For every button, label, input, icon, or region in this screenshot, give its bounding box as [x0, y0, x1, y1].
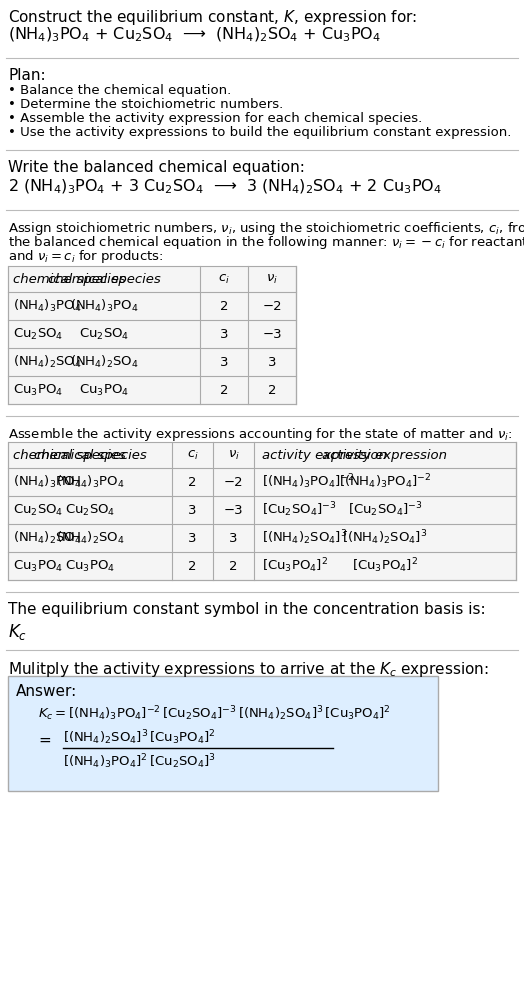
- Text: [Cu$_3$PO$_4$]$^2$: [Cu$_3$PO$_4$]$^2$: [352, 556, 418, 575]
- Text: Cu$_3$PO$_4$: Cu$_3$PO$_4$: [65, 558, 115, 574]
- FancyBboxPatch shape: [8, 442, 516, 580]
- FancyBboxPatch shape: [8, 676, 438, 791]
- Text: [Cu$_3$PO$_4$]$^2$: [Cu$_3$PO$_4$]$^2$: [262, 556, 328, 575]
- Text: 3: 3: [268, 355, 276, 369]
- Text: (NH$_4$)$_3$PO$_4$ + Cu$_2$SO$_4$  ⟶  (NH$_4$)$_2$SO$_4$ + Cu$_3$PO$_4$: (NH$_4$)$_3$PO$_4$ + Cu$_2$SO$_4$ ⟶ (NH$…: [8, 26, 381, 44]
- Text: 3: 3: [220, 355, 228, 369]
- Text: chemical species: chemical species: [34, 448, 146, 461]
- Text: Mulitply the activity expressions to arrive at the $K_c$ expression:: Mulitply the activity expressions to arr…: [8, 660, 489, 679]
- Text: −2: −2: [262, 299, 282, 313]
- Text: [Cu$_2$SO$_4$]$^{-3}$: [Cu$_2$SO$_4$]$^{-3}$: [262, 500, 336, 519]
- Text: chemical species: chemical species: [48, 273, 160, 285]
- Text: 3: 3: [188, 532, 196, 544]
- Text: $\nu_i$: $\nu_i$: [266, 273, 278, 285]
- Text: $K_c$: $K_c$: [8, 622, 27, 642]
- Text: (NH$_4$)$_3$PO$_4$: (NH$_4$)$_3$PO$_4$: [56, 474, 124, 490]
- Text: $[(\mathrm{NH}_4)_3\mathrm{PO}_4]^2\,[\mathrm{Cu}_2\mathrm{SO}_4]^3$: $[(\mathrm{NH}_4)_3\mathrm{PO}_4]^2\,[\m…: [63, 752, 216, 771]
- Text: The equilibrium constant symbol in the concentration basis is:: The equilibrium constant symbol in the c…: [8, 602, 486, 617]
- Text: Cu$_3$PO$_4$: Cu$_3$PO$_4$: [79, 383, 129, 397]
- Text: (NH$_4$)$_2$SO$_4$: (NH$_4$)$_2$SO$_4$: [13, 530, 82, 546]
- Text: −2: −2: [224, 476, 243, 489]
- Text: Assign stoichiometric numbers, $\nu_i$, using the stoichiometric coefficients, $: Assign stoichiometric numbers, $\nu_i$, …: [8, 220, 524, 237]
- Text: and $\nu_i = c_i$ for products:: and $\nu_i = c_i$ for products:: [8, 248, 163, 265]
- Text: Plan:: Plan:: [8, 68, 46, 83]
- Text: • Balance the chemical equation.: • Balance the chemical equation.: [8, 84, 231, 97]
- Text: $c_i$: $c_i$: [218, 273, 230, 285]
- Text: Cu$_2$SO$_4$: Cu$_2$SO$_4$: [13, 327, 63, 341]
- Text: $c_i$: $c_i$: [187, 448, 199, 461]
- Text: (NH$_4$)$_2$SO$_4$: (NH$_4$)$_2$SO$_4$: [70, 354, 138, 370]
- Text: (NH$_4$)$_2$SO$_4$: (NH$_4$)$_2$SO$_4$: [56, 530, 124, 546]
- Text: [(NH$_4$)$_2$SO$_4$]$^3$: [(NH$_4$)$_2$SO$_4$]$^3$: [262, 529, 347, 547]
- Text: (NH$_4$)$_3$PO$_4$: (NH$_4$)$_3$PO$_4$: [13, 298, 81, 314]
- Text: Cu$_3$PO$_4$: Cu$_3$PO$_4$: [13, 558, 63, 574]
- Text: activity expression: activity expression: [262, 448, 387, 461]
- Text: • Use the activity expressions to build the equilibrium constant expression.: • Use the activity expressions to build …: [8, 126, 511, 139]
- Text: −3: −3: [262, 328, 282, 340]
- Text: [Cu$_2$SO$_4$]$^{-3}$: [Cu$_2$SO$_4$]$^{-3}$: [348, 500, 422, 519]
- Text: 3: 3: [230, 532, 238, 544]
- Text: Cu$_2$SO$_4$: Cu$_2$SO$_4$: [65, 502, 115, 518]
- Text: Write the balanced chemical equation:: Write the balanced chemical equation:: [8, 160, 305, 175]
- Text: Construct the equilibrium constant, $K$, expression for:: Construct the equilibrium constant, $K$,…: [8, 8, 417, 27]
- Text: Cu$_2$SO$_4$: Cu$_2$SO$_4$: [79, 327, 129, 341]
- Text: 2: 2: [188, 476, 196, 489]
- Text: 2: 2: [268, 384, 276, 396]
- Text: chemical species: chemical species: [13, 273, 126, 285]
- Text: [(NH$_4$)$_3$PO$_4$]$^{-2}$: [(NH$_4$)$_3$PO$_4$]$^{-2}$: [262, 473, 354, 491]
- Text: (NH$_4$)$_2$SO$_4$: (NH$_4$)$_2$SO$_4$: [13, 354, 82, 370]
- Text: 2: 2: [230, 559, 238, 573]
- Text: $[(\mathrm{NH}_4)_2\mathrm{SO}_4]^3\,[\mathrm{Cu}_3\mathrm{PO}_4]^2$: $[(\mathrm{NH}_4)_2\mathrm{SO}_4]^3\,[\m…: [63, 728, 216, 747]
- Text: $K_c = [(\mathrm{NH}_4)_3\mathrm{PO}_4]^{-2}\,[\mathrm{Cu}_2\mathrm{SO}_4]^{-3}\: $K_c = [(\mathrm{NH}_4)_3\mathrm{PO}_4]^…: [38, 704, 391, 723]
- Text: [(NH$_4$)$_2$SO$_4$]$^3$: [(NH$_4$)$_2$SO$_4$]$^3$: [342, 529, 428, 547]
- Text: Assemble the activity expressions accounting for the state of matter and $\nu_i$: Assemble the activity expressions accoun…: [8, 426, 512, 443]
- Text: 2: 2: [188, 559, 196, 573]
- Text: $\nu_i$: $\nu_i$: [227, 448, 239, 461]
- Text: chemical species: chemical species: [13, 448, 126, 461]
- Text: • Determine the stoichiometric numbers.: • Determine the stoichiometric numbers.: [8, 98, 283, 111]
- Text: 2: 2: [220, 384, 228, 396]
- Text: (NH$_4$)$_3$PO$_4$: (NH$_4$)$_3$PO$_4$: [70, 298, 138, 314]
- Text: the balanced chemical equation in the following manner: $\nu_i = -c_i$ for react: the balanced chemical equation in the fo…: [8, 234, 524, 251]
- Text: (NH$_4$)$_3$PO$_4$: (NH$_4$)$_3$PO$_4$: [13, 474, 81, 490]
- Text: activity expression: activity expression: [322, 448, 447, 461]
- Text: =: =: [38, 733, 51, 748]
- FancyBboxPatch shape: [8, 266, 296, 404]
- Text: Answer:: Answer:: [16, 684, 77, 699]
- Text: [(NH$_4$)$_3$PO$_4$]$^{-2}$: [(NH$_4$)$_3$PO$_4$]$^{-2}$: [339, 473, 431, 491]
- Text: Cu$_3$PO$_4$: Cu$_3$PO$_4$: [13, 383, 63, 397]
- Text: Cu$_2$SO$_4$: Cu$_2$SO$_4$: [13, 502, 63, 518]
- Text: 2 (NH$_4$)$_3$PO$_4$ + 3 Cu$_2$SO$_4$  ⟶  3 (NH$_4$)$_2$SO$_4$ + 2 Cu$_3$PO$_4$: 2 (NH$_4$)$_3$PO$_4$ + 3 Cu$_2$SO$_4$ ⟶ …: [8, 178, 442, 196]
- Text: 3: 3: [188, 503, 196, 517]
- Text: −3: −3: [224, 503, 243, 517]
- Text: 3: 3: [220, 328, 228, 340]
- Text: 2: 2: [220, 299, 228, 313]
- Text: • Assemble the activity expression for each chemical species.: • Assemble the activity expression for e…: [8, 112, 422, 125]
